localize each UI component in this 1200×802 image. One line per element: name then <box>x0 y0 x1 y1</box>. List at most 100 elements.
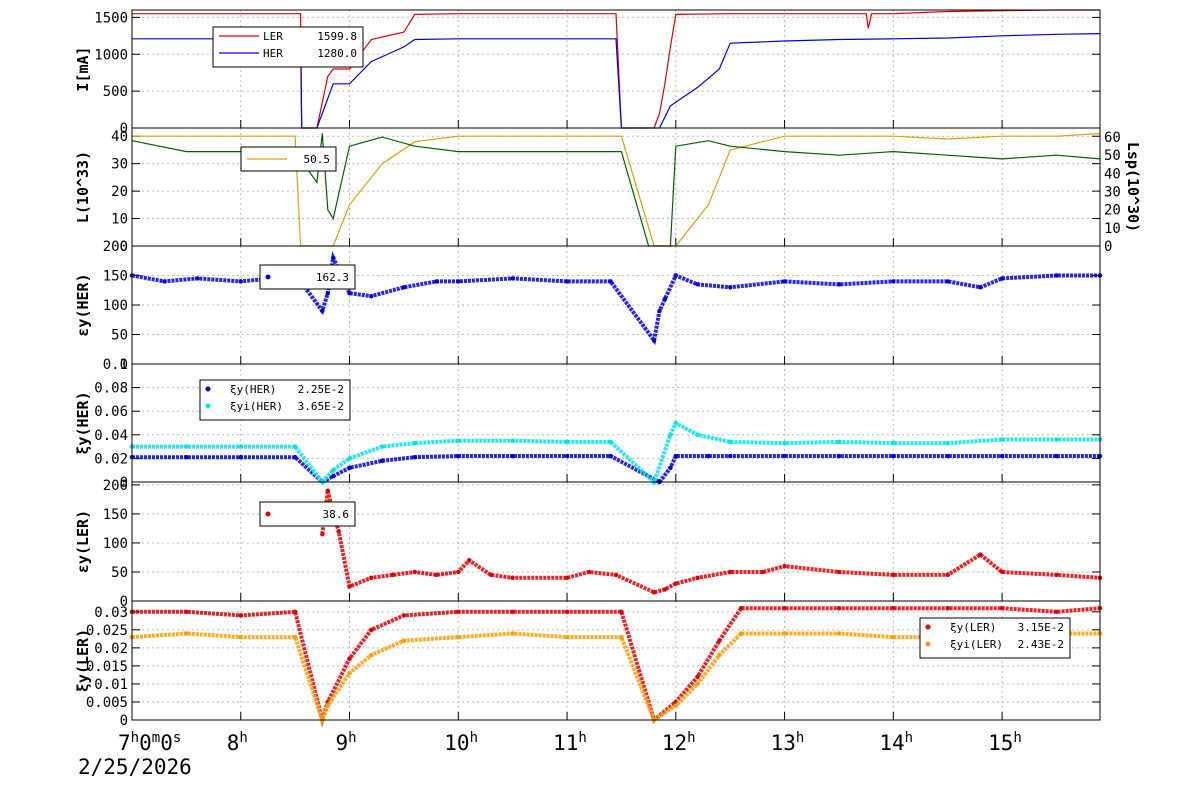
y2-tick-label: 10 <box>1104 221 1121 237</box>
data-point <box>510 276 515 281</box>
panel-1: 0 500 1000 1500 I[mA] LER 1599.8 HER 1280.0 <box>74 9 1101 137</box>
y-axis-label: ξy(LER) <box>74 629 92 692</box>
y-tick-label: 0.01 <box>94 677 128 693</box>
data-point <box>608 453 613 459</box>
y-tick-label: 200 <box>103 239 128 255</box>
data-point <box>945 279 950 284</box>
data-point <box>651 590 657 595</box>
y-tick-label: 50 <box>111 565 128 581</box>
y-tick-label: 0.04 <box>94 428 128 444</box>
data-point <box>184 455 189 460</box>
legend-value: 50.5 <box>304 153 331 166</box>
data-point <box>401 638 407 643</box>
data-point <box>1054 273 1059 278</box>
data-point <box>510 575 515 580</box>
data-point <box>292 609 298 615</box>
data-point <box>695 432 700 437</box>
data-point <box>836 282 842 287</box>
legend-name: ξy(HER) <box>230 383 276 396</box>
y-tick-label: 0.025 <box>86 623 128 639</box>
legend-name: ξyi(HER) <box>230 400 283 413</box>
data-point <box>1054 437 1059 442</box>
data-point <box>238 455 243 460</box>
data-point <box>1054 572 1059 578</box>
data-point <box>331 473 336 479</box>
legend: LER 1599.8 HER 1280.0 <box>212 26 364 68</box>
legend-swatch <box>265 274 271 280</box>
data-point <box>891 279 896 284</box>
data-point <box>945 572 950 578</box>
data-point <box>1054 453 1059 459</box>
data-point <box>401 613 407 618</box>
data-point <box>619 634 624 640</box>
data-point <box>379 458 385 463</box>
data-point <box>379 444 385 449</box>
data-point <box>347 456 352 461</box>
data-point <box>325 703 330 708</box>
y-tick-label: 0.03 <box>94 605 128 621</box>
legend-box <box>919 617 1071 659</box>
y-tick-label: 0.015 <box>86 659 128 675</box>
x-tick-label: 9h <box>336 730 357 755</box>
data-point <box>564 634 570 640</box>
data-point <box>945 606 950 611</box>
y-tick-label: 0 <box>120 594 128 610</box>
data-point <box>456 279 461 284</box>
x-tick-label: 7h0m0s <box>118 730 181 755</box>
x-tick-label: 8h <box>227 730 248 755</box>
data-point <box>738 631 744 636</box>
data-point <box>412 440 417 446</box>
legend-swatch <box>205 403 211 409</box>
legend: 162.3 <box>259 264 356 290</box>
data-point <box>999 606 1005 611</box>
x-tick-label: 13h <box>771 730 805 755</box>
legend-value: 162.3 <box>316 271 349 284</box>
data-point <box>369 575 374 580</box>
panel-frame <box>131 481 1101 602</box>
legend: 38.6 <box>259 501 356 527</box>
legend-swatch <box>265 511 271 517</box>
data-point <box>510 453 515 459</box>
data-point <box>673 420 679 426</box>
data-point <box>728 453 733 459</box>
data-point <box>728 285 733 290</box>
y-tick-label: 0.08 <box>94 381 128 397</box>
data-point <box>456 438 461 443</box>
y-axis-label: εy(HER) <box>74 273 92 336</box>
data-point <box>613 572 619 578</box>
y-axis-label: εy(LER) <box>74 510 92 573</box>
y-tick-label: 100 <box>103 298 128 314</box>
data-point <box>238 634 243 640</box>
data-point <box>488 572 494 578</box>
series-line-1 <box>132 9 1100 129</box>
legend-value: 1599.8 <box>317 30 357 43</box>
data-point <box>347 656 352 661</box>
data-point <box>336 529 341 534</box>
data-point <box>657 308 662 314</box>
data-point <box>891 634 896 640</box>
data-point <box>292 455 298 460</box>
y2-axis-label: Lsp(10^30) <box>1124 142 1142 232</box>
y2-tick-label: 0 <box>1104 239 1112 255</box>
data-point <box>836 453 842 459</box>
y-tick-label: 1000 <box>94 47 128 63</box>
data-point <box>836 631 842 636</box>
legend-name: LER <box>263 30 283 43</box>
data-point <box>728 569 733 575</box>
legend-box <box>212 26 364 68</box>
data-point <box>456 569 461 575</box>
data-point <box>434 572 439 578</box>
y-tick-label: 40 <box>111 129 128 145</box>
y-tick-label: 20 <box>111 184 128 200</box>
x-tick-label: 10h <box>444 730 478 755</box>
data-point <box>184 444 189 449</box>
series-trace-1 <box>132 454 1100 485</box>
data-point <box>510 609 515 615</box>
panel-frame <box>131 600 1101 721</box>
data-point <box>320 308 325 314</box>
data-point <box>891 453 896 459</box>
y2-tick-label: 20 <box>1104 203 1121 219</box>
data-point <box>695 282 700 287</box>
data-point <box>978 552 983 557</box>
